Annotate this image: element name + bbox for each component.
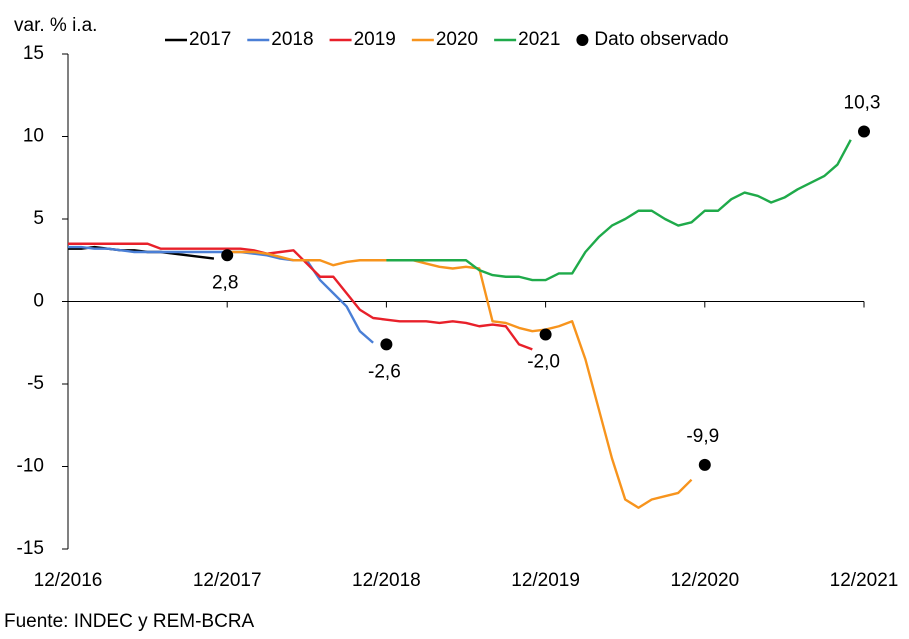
legend-label: 2021: [518, 29, 560, 50]
y-tick-label: 5: [33, 208, 44, 229]
legend-label: Dato observado: [594, 29, 728, 50]
legend-swatch: [576, 34, 589, 46]
data-label: -2,6: [368, 361, 401, 382]
legend-label: 2019: [354, 29, 396, 50]
observed-point: [221, 249, 234, 262]
series-line: [68, 245, 374, 344]
y-tick-label: -5: [27, 373, 44, 394]
y-axis-label: var. % i.a.: [14, 15, 97, 36]
series-line: [68, 242, 533, 351]
legend-label: 2017: [189, 29, 231, 50]
source-note: Fuente: INDEC y REM-BCRA: [4, 611, 255, 632]
x-tick-label: 12/2021: [830, 570, 899, 591]
legend-label: 2018: [271, 29, 313, 50]
y-tick-label: 10: [23, 126, 44, 147]
x-tick-label: 12/2018: [352, 570, 421, 591]
observed-point: [380, 338, 393, 351]
y-tick-label: -15: [17, 538, 44, 559]
observed-point: [539, 328, 552, 341]
x-tick-label: 12/2020: [670, 570, 739, 591]
x-tick-label: 12/2017: [193, 570, 262, 591]
series-line: [386, 139, 852, 282]
observed-point: [698, 458, 711, 471]
data-label: -9,9: [686, 426, 719, 447]
x-tick-label: 12/2019: [511, 570, 580, 591]
data-label: -2,0: [527, 352, 560, 373]
data-label: 2,8: [212, 272, 238, 293]
y-tick-label: 0: [33, 291, 44, 312]
series-line: [227, 250, 693, 509]
observed-point: [858, 125, 870, 138]
legend-label: 2020: [436, 29, 478, 50]
y-tick-label: 15: [23, 43, 44, 64]
data-label: 10,3: [844, 93, 881, 114]
x-tick-label: 12/2016: [34, 570, 103, 591]
y-tick-label: -10: [17, 456, 44, 477]
